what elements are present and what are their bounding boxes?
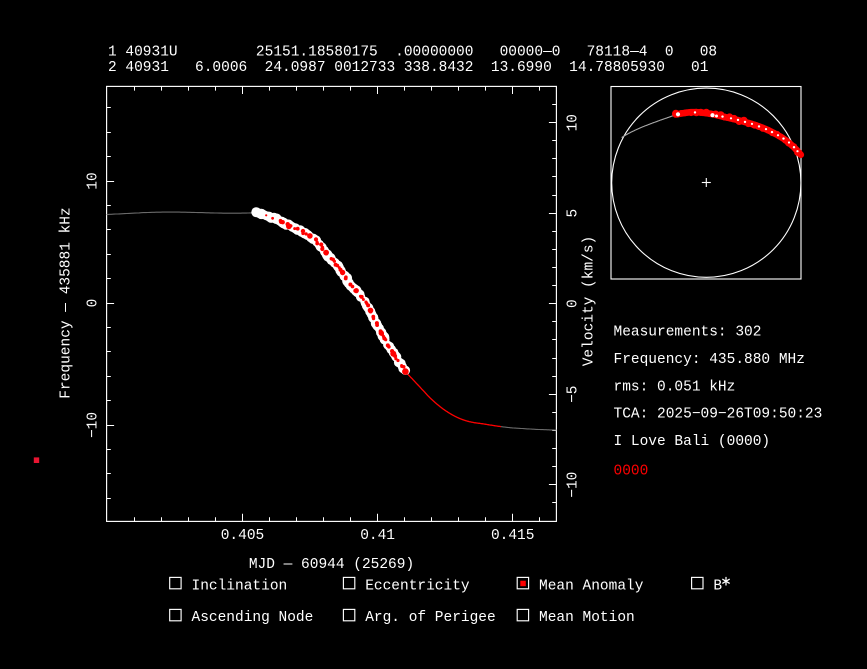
- svg-text:0: 0: [86, 299, 102, 308]
- svg-text:Velocity (km/s): Velocity (km/s): [582, 236, 598, 367]
- svg-text:TCA: 2025−09−26T09:50:23: TCA: 2025−09−26T09:50:23: [614, 407, 823, 423]
- svg-text:0: 0: [565, 299, 581, 308]
- svg-text:I Love Bali (0000): I Love Bali (0000): [614, 434, 771, 450]
- svg-text:−10: −10: [86, 412, 102, 438]
- svg-text:−10: −10: [565, 472, 581, 498]
- svg-text:rms: 0.051 kHz: rms: 0.051 kHz: [614, 379, 736, 395]
- svg-text:0.415: 0.415: [491, 528, 535, 544]
- svg-text:Arg. of Perigee: Arg. of Perigee: [365, 610, 496, 626]
- svg-text:Ascending Node: Ascending Node: [192, 610, 314, 626]
- svg-text:0.41: 0.41: [360, 528, 395, 544]
- svg-text:−5: −5: [565, 385, 581, 402]
- svg-text:10: 10: [565, 114, 581, 131]
- svg-text:Eccentricity: Eccentricity: [365, 578, 470, 594]
- svg-text:B: B: [713, 578, 722, 594]
- svg-text:MJD — 60944 (25269): MJD — 60944 (25269): [249, 557, 414, 573]
- svg-text:Measurements: 302: Measurements: 302: [614, 325, 762, 341]
- svg-text:10: 10: [86, 172, 102, 189]
- svg-text:Mean Motion: Mean Motion: [539, 610, 635, 626]
- svg-text:1 40931U 25151.1858017: 1 40931U 25151.18580175 .00000000 00000—…: [108, 45, 717, 61]
- svg-text:2 40931 6.0006 24.0987 0012: 2 40931 6.0006 24.0987 0012733 338.8432 …: [108, 60, 708, 76]
- svg-text:0000: 0000: [614, 464, 649, 480]
- svg-text:Frequency — 435881 kHz: Frequency — 435881 kHz: [59, 207, 75, 398]
- svg-text:Frequency: 435.880 MHz: Frequency: 435.880 MHz: [614, 352, 805, 368]
- svg-text:5: 5: [565, 209, 581, 218]
- svg-text:Inclination: Inclination: [192, 578, 288, 594]
- svg-text:Mean Anomaly: Mean Anomaly: [539, 578, 644, 594]
- svg-text:0.405: 0.405: [221, 528, 265, 544]
